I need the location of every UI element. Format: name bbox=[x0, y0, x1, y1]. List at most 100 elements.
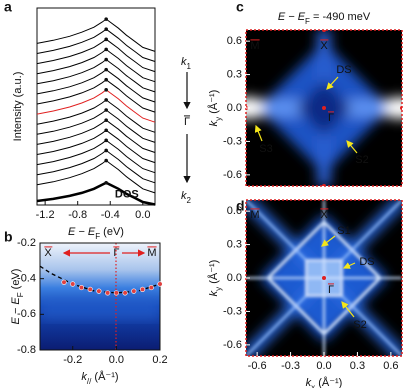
y-axis-label-part: k bbox=[208, 120, 220, 126]
map-annotation: X bbox=[320, 40, 328, 52]
y-axis-label-part: (Å⁻¹) bbox=[207, 90, 220, 117]
map-annotation: DS bbox=[359, 256, 374, 268]
data-point bbox=[157, 281, 163, 287]
map-annotation: Γ bbox=[328, 112, 334, 124]
x-axis-label-part: (Å⁻¹) bbox=[315, 376, 342, 388]
x-axis-label: E − EF (eV) bbox=[68, 226, 124, 241]
data-point bbox=[131, 288, 137, 294]
map-annotation: Γ bbox=[328, 284, 334, 296]
peak-marker bbox=[104, 47, 108, 52]
peak-marker bbox=[104, 118, 108, 122]
x-tick-label: 0.0 bbox=[109, 354, 124, 366]
panel-label: d bbox=[236, 198, 245, 214]
peak-marker bbox=[104, 27, 108, 32]
chart-title-part: = -490 meV bbox=[310, 11, 371, 23]
x-axis-label-part: E − E bbox=[68, 226, 96, 238]
y-axis-label-part: y bbox=[214, 287, 223, 291]
panel-label: b bbox=[4, 229, 13, 245]
peak-marker bbox=[104, 158, 108, 163]
x-tick-label: -0.3 bbox=[281, 360, 300, 372]
data-point bbox=[105, 290, 111, 296]
chart-title-part: F bbox=[305, 17, 310, 26]
data-point bbox=[122, 290, 128, 296]
x-tick-label: 0.6 bbox=[383, 360, 398, 372]
arpes-image bbox=[40, 243, 160, 350]
y-tick-label: -0.4 bbox=[17, 273, 36, 285]
map-annotation: DS bbox=[336, 64, 351, 76]
y-tick-label: 0.3 bbox=[227, 238, 242, 250]
x-tick-label: 0.0 bbox=[135, 209, 150, 221]
x-axis-label-part: x bbox=[311, 383, 315, 388]
data-point bbox=[87, 286, 93, 292]
data-point bbox=[148, 284, 154, 291]
y-tick-label: -0.6 bbox=[17, 308, 36, 320]
peak-marker bbox=[104, 148, 108, 153]
x-axis-label-part: (eV) bbox=[100, 226, 124, 238]
x-tick-label: -0.4 bbox=[101, 209, 120, 221]
x-axis-label-part: // bbox=[87, 377, 92, 386]
y-tick-label: 0.0 bbox=[227, 102, 242, 114]
panel-label: a bbox=[4, 0, 12, 15]
y-tick-label: -0.8 bbox=[17, 344, 36, 356]
y-axis-label: ky (Å⁻¹) bbox=[207, 90, 223, 127]
annotation-part: k bbox=[181, 56, 187, 68]
peak-marker bbox=[104, 17, 108, 21]
x-tick-label: 0.0 bbox=[316, 360, 331, 372]
map-annotation: S2 bbox=[355, 154, 368, 166]
y-axis-label-part: k bbox=[208, 290, 220, 296]
y-axis-label-part: E − E bbox=[10, 297, 22, 325]
series-label: DOS bbox=[115, 189, 139, 201]
x-tick-label: -0.2 bbox=[63, 354, 82, 366]
annotation-arrows bbox=[62, 72, 358, 350]
peak-marker bbox=[104, 98, 108, 102]
peak-marker bbox=[104, 88, 108, 92]
x-tick-label: -0.8 bbox=[68, 209, 87, 221]
peak-marker bbox=[104, 57, 108, 62]
zone-label: M bbox=[147, 247, 156, 259]
y-tick-label: -0.2 bbox=[17, 237, 36, 249]
x-axis-label-part: F bbox=[95, 232, 100, 241]
peak-marker bbox=[104, 37, 108, 42]
data-point bbox=[96, 288, 102, 294]
x-tick-label: 0.2 bbox=[152, 354, 167, 366]
x-tick-label: 0.3 bbox=[350, 360, 365, 372]
y-tick-label: 0.6 bbox=[227, 205, 242, 217]
y-tick-label: 0.0 bbox=[227, 272, 242, 284]
x-tick-label: -1.2 bbox=[36, 209, 55, 221]
x-tick-label: -0.6 bbox=[248, 360, 267, 372]
peak-marker bbox=[104, 128, 108, 133]
edc-curve bbox=[36, 149, 156, 184]
map-annotation: S2 bbox=[353, 319, 366, 331]
map-annotation: X bbox=[320, 209, 328, 221]
y-axis-label-part: (Å⁻¹) bbox=[207, 260, 220, 287]
y-axis-label-part: y bbox=[214, 117, 223, 121]
annotation: k1 bbox=[181, 56, 192, 71]
plot-frame bbox=[39, 242, 161, 351]
peak-marker bbox=[104, 67, 108, 72]
y-axis-label: ky (Å⁻¹) bbox=[207, 260, 223, 297]
y-tick-label: 0.6 bbox=[227, 35, 242, 47]
annotation-part: 2 bbox=[187, 196, 192, 205]
fermi-map-d bbox=[246, 200, 402, 356]
peak-marker bbox=[104, 138, 108, 143]
map-annotation: S3 bbox=[259, 143, 272, 155]
annotation: Γ bbox=[184, 116, 190, 128]
y-tick-label: -0.3 bbox=[223, 135, 242, 147]
peak-marker bbox=[104, 180, 108, 185]
data-point bbox=[61, 279, 67, 285]
annotation-part: k bbox=[181, 190, 187, 202]
x-axis-label: k// (Å⁻¹) bbox=[81, 370, 118, 386]
data-point bbox=[70, 281, 76, 287]
zone-label: Γ bbox=[113, 247, 119, 259]
data-point bbox=[139, 286, 146, 292]
chart-title-part: E − E bbox=[278, 11, 306, 23]
map-annotation: M bbox=[250, 209, 259, 221]
x-axis-label-part: k bbox=[81, 371, 87, 383]
map-annotation: M bbox=[250, 40, 259, 52]
x-axis-label: kx (Å⁻¹) bbox=[306, 376, 343, 388]
y-tick-label: -0.6 bbox=[223, 169, 242, 181]
y-axis-label-part: F bbox=[16, 292, 25, 297]
zone-label: X bbox=[44, 247, 52, 259]
y-tick-label: -0.6 bbox=[223, 339, 242, 351]
